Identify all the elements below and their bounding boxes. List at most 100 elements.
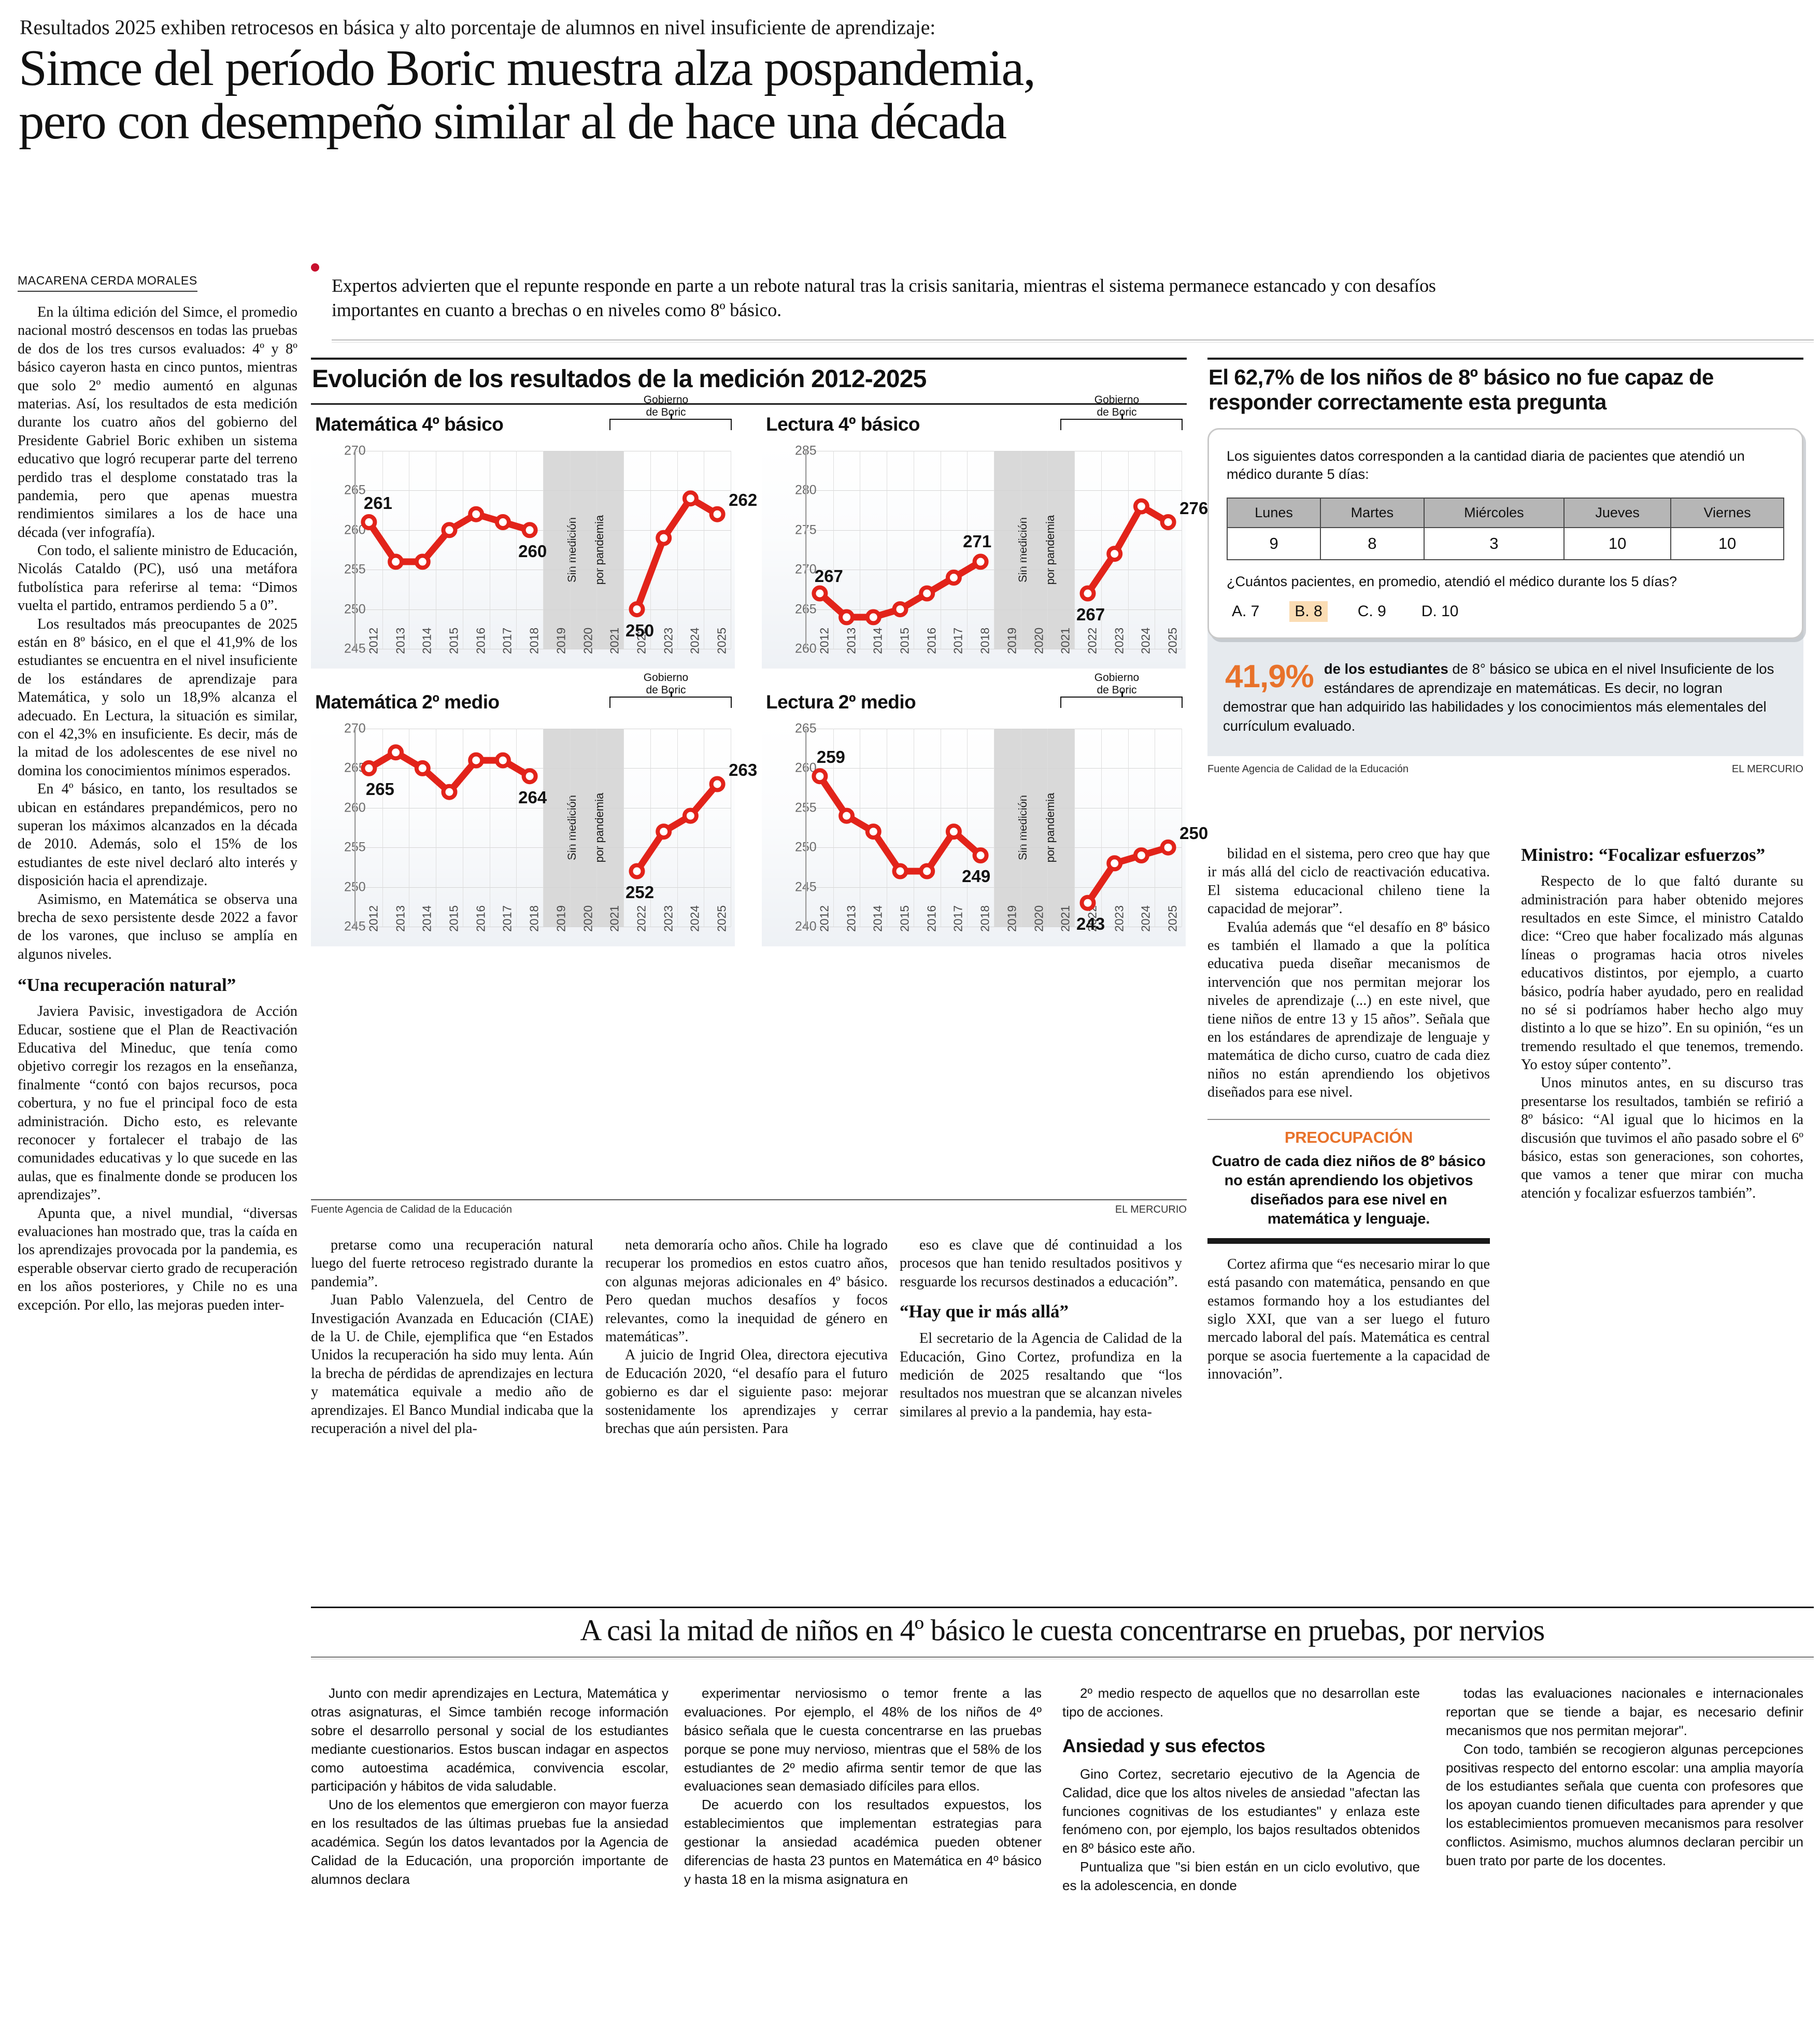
vertical-gridline	[806, 729, 807, 927]
boric-period-brace	[1060, 414, 1183, 430]
vertical-gridline	[833, 451, 834, 649]
bottom-column-3: 2º medio respecto de aquellos que no des…	[1062, 1684, 1420, 1895]
vertical-gridline	[623, 729, 624, 927]
infographic-top-rule	[311, 358, 1187, 360]
vertical-gridline	[1101, 451, 1102, 649]
boric-period-brace	[609, 691, 732, 708]
table-header-row: Lunes Martes Miércoles Jueves Viernes	[1226, 498, 1784, 528]
section-subhead: “Hay que ir más allá”	[900, 1301, 1069, 1322]
question-prompt: ¿Cuántos pacientes, en promedio, atendió…	[1227, 574, 1677, 589]
paragraph: Evalúa además que “el desafío en 8º bási…	[1207, 919, 1490, 1101]
paragraph: A juicio de Ingrid Olea, directora ejecu…	[605, 1347, 888, 1437]
data-label: 262	[729, 490, 758, 510]
chart-title: Matemática 2º medio	[315, 691, 500, 713]
paragraph: experimentar nerviosismo o temor frente …	[684, 1685, 1042, 1794]
data-label: 264	[518, 787, 547, 807]
publisher-label: EL MERCURIO	[1115, 1204, 1187, 1215]
paragraph: Junto con medir aprendizajes en Lectura,…	[311, 1685, 669, 1794]
table-cell: 9	[1226, 527, 1321, 560]
boric-period-label: Gobierno de Boric	[1094, 672, 1140, 696]
vertical-gridline	[1074, 729, 1075, 927]
paragraph: Apunta que, a nivel mundial, “diversas e…	[18, 1205, 297, 1313]
question-panel: El 62,7% de los niños de 8º básico no fu…	[1207, 358, 1803, 775]
answer-option[interactable]: D. 10	[1421, 603, 1459, 620]
paragraph: Gino Cortez, secretario ejecutivo de la …	[1062, 1766, 1420, 1856]
vertical-gridline	[806, 451, 807, 649]
question-panel-top-rule	[1207, 358, 1803, 360]
question-panel-title: El 62,7% de los niños de 8º básico no fu…	[1208, 365, 1714, 414]
y-axis-line	[805, 451, 806, 649]
pullquote-bottom-rule	[1207, 1238, 1490, 1244]
paragraph: neta demoraría ocho años. Chile ha logra…	[605, 1237, 888, 1345]
left-body: En la última edición del Simce, el prome…	[18, 303, 297, 1314]
charts-grid: Matemática 4º básico Gobierno de Boric Sin …	[311, 394, 1208, 946]
vertical-gridline	[650, 729, 651, 927]
chart-header: Matemática 2º medio Gobierno de Boric	[311, 672, 735, 723]
data-label: 265	[365, 779, 394, 799]
chart-lectura-4-basico: Lectura 4º básico Gobierno de Boric Sin med…	[762, 394, 1208, 669]
chart-series-svg	[812, 768, 1176, 911]
chart-series-svg	[361, 490, 726, 618]
chart-header: Lectura 4º básico Gobierno de Boric	[762, 394, 1186, 446]
data-label: 261	[363, 493, 392, 513]
kicker: Resultados 2025 exhiben retrocesos en bá…	[20, 16, 936, 39]
deck-divider	[332, 339, 1814, 340]
stat-text-rest: de 8° básico se ubica en el nivel Insufi…	[1223, 661, 1774, 734]
infographic-title-rule	[311, 403, 1187, 405]
data-label: 267	[814, 566, 843, 586]
question-card: Los siguientes datos corresponden a la c…	[1207, 428, 1803, 639]
pullquote-top-rule	[1207, 1119, 1490, 1120]
answer-option[interactable]: C. 9	[1357, 603, 1386, 620]
paragraph: Cortez afirma que “es necesario mirar lo…	[1207, 1256, 1490, 1383]
stat-row: 41,9% de los estudiantes de 8° básico se…	[1223, 660, 1788, 735]
table-cell: 10	[1563, 527, 1672, 560]
paragraph: pretarse como una recuperación natural l…	[311, 1237, 593, 1290]
vertical-gridline	[833, 729, 834, 927]
chart-row-top: Matemática 4º básico Gobierno de Boric Sin …	[311, 394, 1208, 669]
infographic-bottom-rule	[311, 1199, 1187, 1200]
paragraph: eso es clave que dé continuidad a los pr…	[900, 1237, 1182, 1290]
source-label: Fuente Agencia de Calidad de la Educació…	[1207, 763, 1409, 775]
chart-series-svg	[812, 498, 1176, 626]
infographic-panel: Evolución de los resultados de la medici…	[311, 358, 1208, 1216]
paragraph: En 4º básico, en tanto, los resultados s…	[18, 781, 297, 889]
data-label: 259	[816, 747, 845, 766]
bottom-column-1: Junto con medir aprendizajes en Lectura,…	[311, 1684, 669, 1889]
paragraph: Juan Pablo Valenzuela, del Centro de Inv…	[311, 1292, 593, 1437]
mid-column-3: eso es clave que dé continuidad a los pr…	[900, 1236, 1182, 1421]
vertical-gridline	[382, 451, 383, 649]
left-column: MACARENA CERDA MORALES En la última edic…	[18, 274, 297, 1314]
pandemic-band: Sin medición por pandemia	[543, 729, 624, 927]
table-column-header: Jueves	[1563, 498, 1672, 528]
vertical-gridline	[650, 451, 651, 649]
data-label: 249	[962, 867, 991, 886]
paragraph: Respecto de lo que faltó durante su admi…	[1521, 873, 1803, 1073]
boric-period-label: Gobierno de Boric	[643, 672, 689, 696]
pullquote: PREOCUPACIÓN Cuatro de cada diez niños d…	[1207, 1119, 1490, 1244]
data-label: 267	[1076, 605, 1105, 624]
boric-period-brace	[609, 414, 732, 430]
source-label: Fuente Agencia de Calidad de la Educació…	[311, 1204, 513, 1215]
page-title: Simce del período Boric muestra alza pos…	[19, 42, 1802, 147]
vertical-gridline	[1101, 729, 1102, 927]
bottom-column-4: todas las evaluaciones nacionales e inte…	[1446, 1684, 1803, 1870]
paragraph: Los resultados más preocupantes de 2025 …	[18, 616, 297, 779]
paragraph: Javiera Pavisic, investigadora de Acción…	[18, 1003, 297, 1203]
data-label: 250	[1179, 824, 1208, 843]
answer-option[interactable]: B. 8	[1289, 601, 1328, 622]
bottom-column-2: experimentar nerviosismo o temor frente …	[684, 1684, 1042, 1889]
publisher-label: EL MERCURIO	[1731, 763, 1803, 775]
paragraph: Unos minutos antes, en su discurso tras …	[1521, 1075, 1803, 1201]
y-axis-line	[354, 451, 356, 649]
paragraph: En la última edición del Simce, el prome…	[18, 304, 297, 541]
infographic-source: Fuente Agencia de Calidad de la Educació…	[311, 1204, 1187, 1216]
section-subhead: Ministro: “Focalizar esfuerzos”	[1521, 845, 1766, 865]
answer-option[interactable]: A. 7	[1232, 603, 1260, 620]
table-column-header: Miércoles	[1423, 498, 1565, 528]
deck-wrapper: Expertos advierten que el repunte respon…	[332, 274, 1477, 322]
byline: MACARENA CERDA MORALES	[18, 274, 197, 292]
vertical-gridline	[596, 729, 598, 927]
